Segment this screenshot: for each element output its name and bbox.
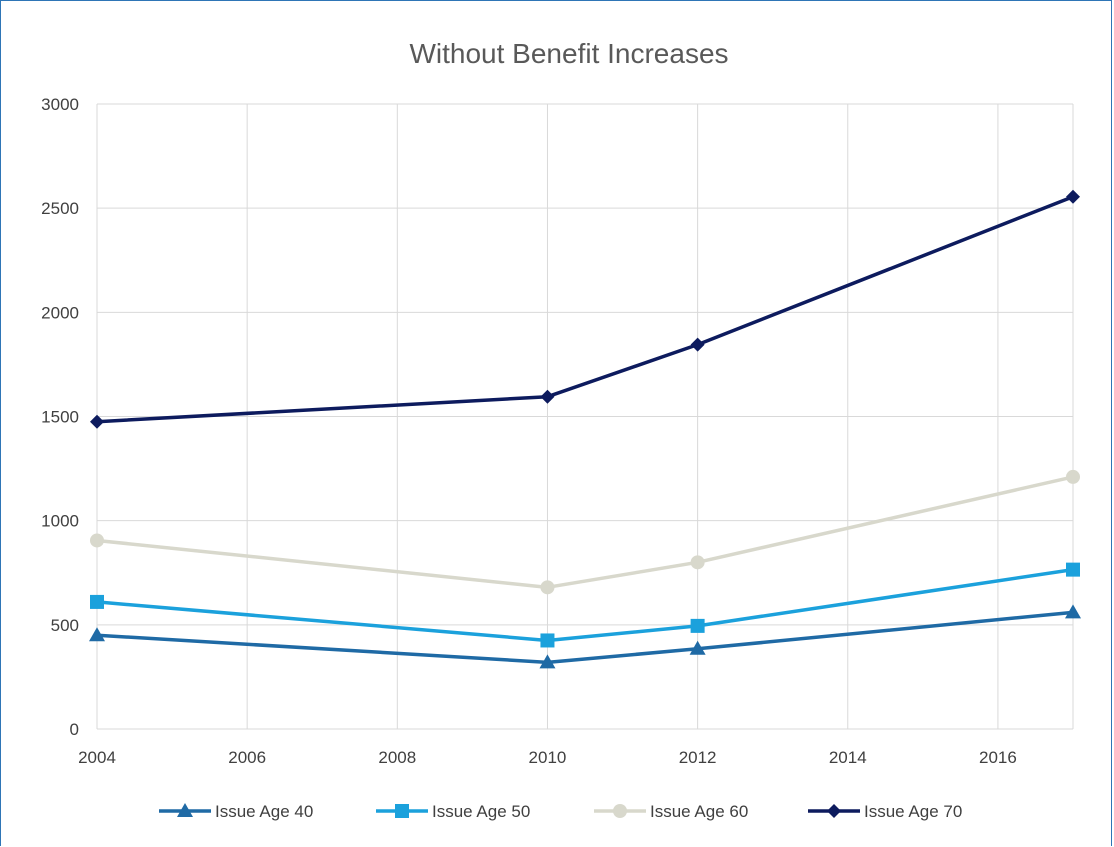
x-tick-label: 2016	[979, 748, 1017, 767]
y-tick-label: 2500	[41, 199, 79, 218]
legend-marker	[177, 803, 193, 817]
series-line	[96, 610, 1074, 665]
y-tick-label: 1000	[41, 512, 79, 531]
data-point	[690, 555, 705, 570]
series-line	[96, 195, 1074, 424]
data-point	[89, 627, 105, 642]
x-tick-label: 2008	[378, 748, 416, 767]
legend-label: Issue Age 70	[864, 802, 962, 821]
data-point	[90, 414, 104, 429]
data-point	[540, 389, 555, 404]
legend-marker	[827, 804, 841, 818]
series-line	[96, 475, 1074, 590]
x-tick-label: 2004	[78, 748, 116, 767]
grid	[96, 103, 1074, 730]
series-4	[90, 189, 1080, 429]
legend-item: Issue Age 50	[376, 802, 530, 821]
data-point	[540, 633, 555, 648]
data-point	[1066, 189, 1080, 204]
y-tick-label: 500	[51, 616, 79, 635]
y-tick-label: 1500	[41, 408, 79, 427]
x-tick-label: 2012	[679, 748, 717, 767]
series-1	[89, 604, 1081, 669]
legend-item: Issue Age 60	[594, 802, 748, 821]
legend-marker	[395, 804, 409, 818]
data-point	[690, 618, 705, 633]
data-point	[1066, 562, 1080, 577]
y-tick-label: 3000	[41, 95, 79, 114]
series-line	[96, 567, 1074, 643]
legend: Issue Age 40 Issue Age 50 Issue Age 60 Issu…	[159, 802, 962, 821]
data-point	[1065, 604, 1081, 619]
x-tick-label: 2006	[228, 748, 266, 767]
legend-item: Issue Age 40	[159, 802, 313, 821]
legend-label: Issue Age 40	[215, 802, 313, 821]
data-point	[90, 594, 104, 609]
chart-title: Without Benefit Increases	[409, 38, 728, 69]
x-tick-label: 2010	[529, 748, 567, 767]
data-point	[540, 580, 555, 595]
legend-item: Issue Age 70	[808, 802, 962, 821]
x-tick-label: 2014	[829, 748, 867, 767]
data-point	[690, 337, 705, 352]
data-point	[539, 654, 556, 669]
axis-ticks: 0 500 1000 1500 2000 2500 3000 2004 2006 2008 2010…	[41, 95, 1017, 767]
legend-label: Issue Age 50	[432, 802, 530, 821]
series-2	[90, 562, 1080, 648]
data-point	[1066, 469, 1080, 484]
y-tick-label: 0	[70, 720, 79, 739]
data-point	[689, 640, 706, 655]
data-point	[90, 533, 104, 548]
series-lines	[89, 189, 1081, 669]
series-3	[90, 469, 1080, 595]
y-tick-label: 2000	[41, 303, 79, 322]
legend-marker	[613, 804, 627, 818]
legend-label: Issue Age 60	[650, 802, 748, 821]
